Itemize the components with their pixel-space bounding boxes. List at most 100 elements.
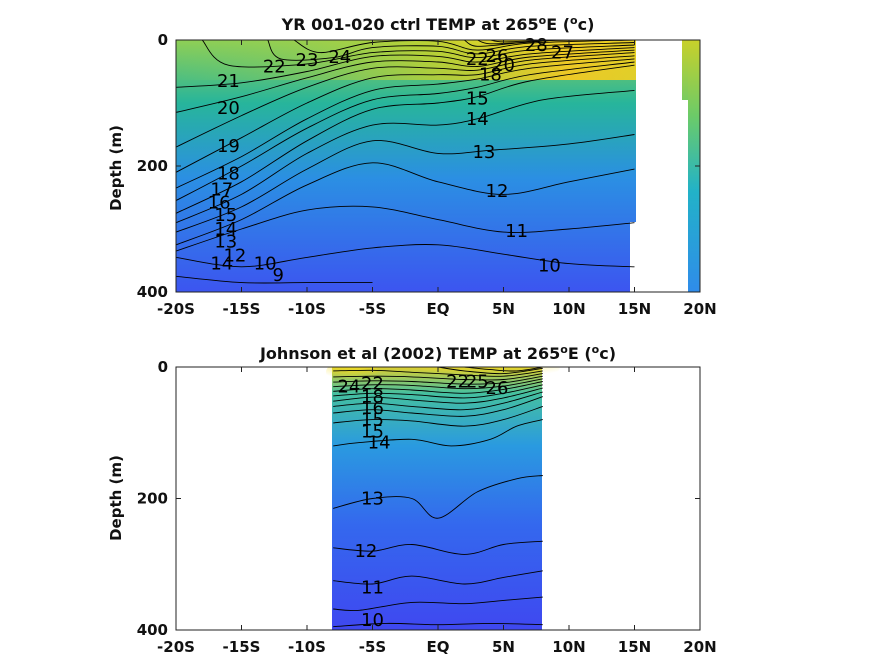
- contour-line-9: [333, 622, 543, 628]
- contour-label: 12: [223, 246, 246, 267]
- x-tick-label: 10N: [552, 300, 585, 318]
- contour-line-17: [176, 58, 635, 189]
- contour-line-12: [333, 540, 543, 555]
- contour-line-9: [176, 275, 373, 284]
- contour-line-14: [176, 89, 635, 224]
- contour-label: 10: [361, 610, 384, 631]
- temperature-field: [176, 40, 700, 292]
- x-tick-label: -15S: [223, 638, 261, 656]
- contour-line-16: [333, 396, 543, 417]
- contour-line-18: [176, 55, 635, 173]
- contour-line-24: [333, 369, 543, 377]
- y-tick-label: 400: [137, 621, 168, 639]
- x-axis: -20S -15S -10S -5S EQ 5N 10N 15N 20N: [157, 367, 717, 656]
- contour-line-25: [437, 367, 543, 375]
- contour-label: 13: [361, 489, 384, 510]
- x-tick-label: 15N: [618, 638, 651, 656]
- contour-label: 27: [551, 43, 574, 64]
- contour-label: 13: [472, 142, 495, 163]
- contour-label: 10: [254, 254, 277, 275]
- contour-line-10: [333, 596, 543, 612]
- contour-label: 15: [214, 205, 237, 226]
- contour-line-21: [176, 47, 635, 88]
- x-tick-label: -20S: [157, 638, 195, 656]
- contour-line-17: [333, 391, 543, 411]
- y-tick-label: 0: [158, 31, 168, 49]
- contour-line-20: [176, 49, 635, 113]
- contour-label: 14: [210, 254, 233, 275]
- y-axis-label: Depth (m): [107, 125, 125, 211]
- contour-label: 28: [525, 35, 548, 56]
- contour-label: 16: [208, 193, 231, 214]
- y-axis-label: Depth (m): [107, 455, 125, 541]
- contour-line-13: [333, 475, 543, 519]
- x-tick-label: 5N: [492, 300, 515, 318]
- x-axis: -20S -15S -10S -5S EQ 5N 10N 15N 20N: [157, 40, 717, 318]
- contour-label: 15: [361, 421, 384, 442]
- contour-label: 9: [272, 265, 283, 286]
- x-tick-label: 20N: [683, 300, 716, 318]
- contour-label: 19: [217, 136, 240, 157]
- contour-line-23: [333, 373, 543, 381]
- chart-title: Johnson et al (2002) TEMP at 265oE (oc): [259, 343, 616, 363]
- contour-label: 12: [354, 541, 377, 562]
- contour-label: 10: [538, 256, 561, 277]
- contour-line-15: [333, 405, 543, 427]
- y-tick-label: 200: [137, 490, 168, 508]
- field-gap-notch: [630, 222, 638, 292]
- contour-label: 14: [214, 219, 237, 240]
- field-warm-pool-west: [326, 367, 378, 384]
- contour-label: 16: [361, 398, 384, 419]
- y-axis: 0 200 400: [137, 31, 700, 301]
- contour-label: 14: [368, 433, 391, 454]
- contour-lines: [333, 367, 543, 628]
- contour-label: 23: [296, 50, 319, 71]
- contour-label: 21: [217, 71, 240, 92]
- contour-line-12: [176, 162, 635, 246]
- contour-line-18: [333, 387, 543, 404]
- x-tick-label: -10S: [288, 300, 326, 318]
- chart-title: YR 001-020 ctrl TEMP at 265oE (oc): [281, 14, 595, 34]
- contour-label: 26: [486, 378, 509, 399]
- contour-line-19: [176, 52, 635, 148]
- contour-line-19: [333, 384, 543, 399]
- contour-label: 22: [446, 372, 469, 393]
- contour-lines: [176, 40, 635, 284]
- contour-line-14: [333, 419, 543, 447]
- contour-label: 20: [492, 55, 515, 76]
- x-tick-label: -5S: [359, 300, 386, 318]
- x-tick-label: -5S: [359, 638, 386, 656]
- contour-label: 24: [328, 47, 351, 68]
- y-axis: 0 200 400: [137, 358, 700, 639]
- x-tick-label: -15S: [223, 300, 261, 318]
- y-tick-label: 200: [137, 157, 168, 175]
- contour-line-23: [267, 40, 635, 61]
- contour-line-22: [333, 375, 543, 385]
- field-east-strip-b: [688, 40, 700, 292]
- field-gap: [636, 40, 682, 292]
- x-tick-label: EQ: [427, 300, 450, 318]
- x-tick-label: 20N: [683, 638, 716, 656]
- field-base: [176, 40, 636, 292]
- contour-label: 18: [479, 65, 502, 86]
- field-gap-east: [682, 100, 688, 292]
- contour-label: 24: [337, 377, 360, 398]
- x-tick-label: 10N: [552, 638, 585, 656]
- contour-label: 17: [210, 179, 233, 200]
- contour-label: 18: [361, 387, 384, 408]
- contour-line-10: [176, 244, 635, 268]
- contour-label: 18: [217, 164, 240, 185]
- field-base: [332, 367, 542, 630]
- contour-label: 14: [466, 109, 489, 130]
- contour-line-21: [333, 378, 543, 390]
- contour-label: 22: [466, 49, 489, 70]
- x-tick-label: 15N: [618, 300, 651, 318]
- contour-line-16: [176, 61, 635, 201]
- x-tick-label: -10S: [288, 638, 326, 656]
- contour-label: 22: [361, 373, 384, 394]
- contour-label: 22: [263, 57, 286, 78]
- contour-line-15: [176, 64, 635, 214]
- y-tick-label: 0: [158, 358, 168, 376]
- x-tick-label: 5N: [492, 638, 515, 656]
